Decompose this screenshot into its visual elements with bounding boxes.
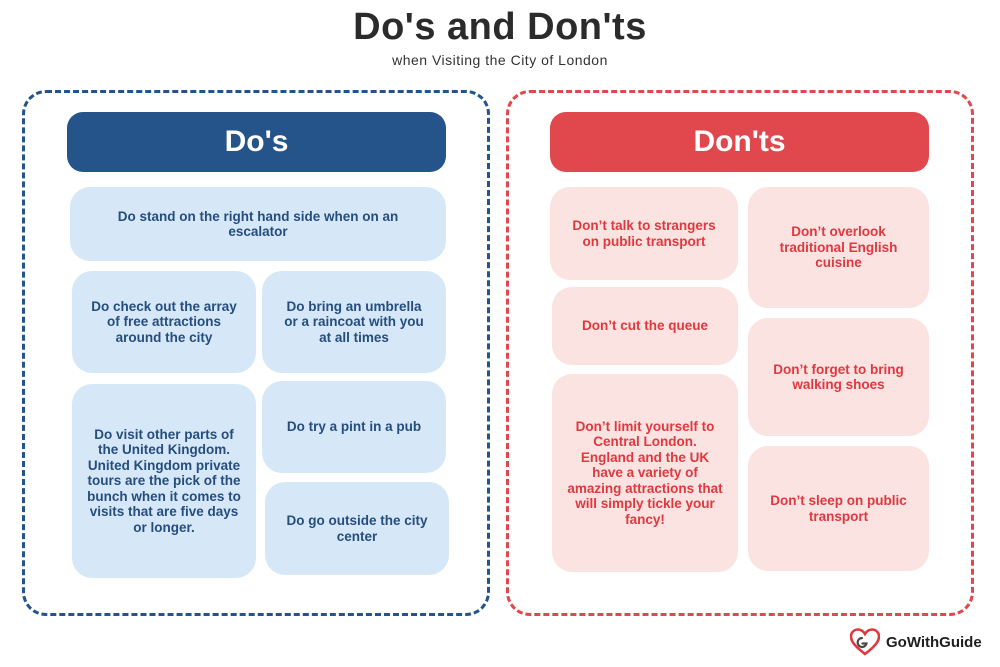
- dont-item-walking-shoes: Don’t forget to bring walking shoes: [748, 318, 929, 436]
- do-item-free-attractions: Do check out the array of free attractio…: [72, 271, 256, 373]
- do-item-pint: Do try a pint in a pub: [262, 381, 446, 473]
- page-title: Do's and Don'ts: [353, 6, 647, 48]
- page-subtitle: when Visiting the City of London: [392, 52, 608, 68]
- donts-panel: [506, 90, 974, 616]
- dont-item-strangers: Don’t talk to strangers on public transp…: [550, 187, 738, 280]
- dont-item-cuisine: Don’t overlook traditional English cuisi…: [748, 187, 929, 308]
- do-item-visit-uk: Do visit other parts of the United Kingd…: [72, 384, 256, 578]
- gowithguide-logo-icon: [850, 628, 880, 656]
- brand-name: GoWithGuide: [886, 633, 982, 651]
- do-item-escalator: Do stand on the right hand side when on …: [70, 187, 446, 261]
- dont-item-central-london: Don’t limit yourself to Central London. …: [552, 374, 738, 572]
- do-item-outside-center: Do go outside the city center: [265, 482, 449, 575]
- do-item-umbrella: Do bring an umbrella or a raincoat with …: [262, 271, 446, 373]
- dont-item-sleep: Don’t sleep on public transport: [748, 446, 929, 571]
- brand-logo: GoWithGuide: [850, 628, 982, 656]
- dos-header: Do's: [67, 112, 446, 172]
- donts-header: Don'ts: [550, 112, 929, 172]
- dont-item-queue: Don’t cut the queue: [552, 287, 738, 365]
- dos-panel: [22, 90, 490, 616]
